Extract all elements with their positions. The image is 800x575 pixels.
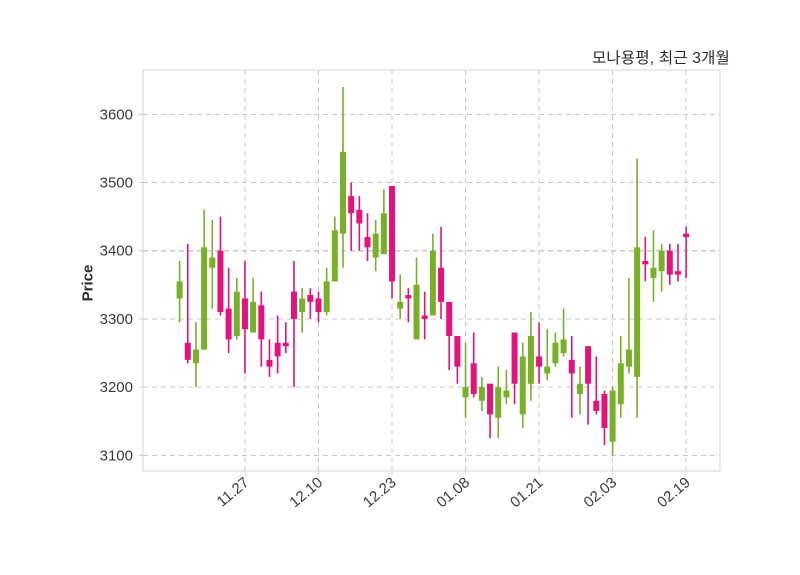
candle-body-up [658,250,665,272]
candle-body-down [307,295,314,302]
y-tick-label: 3600 [100,106,133,123]
y-tick-label: 3500 [100,175,133,192]
candle-body-down [536,356,543,367]
y-tick-label: 3100 [100,447,133,464]
candle-body-up [519,356,526,415]
candle-body-down [454,335,461,367]
candle-body-down [593,400,600,411]
candle-body-down [487,383,494,415]
candle-body-up [323,281,330,313]
candle-body-up [429,250,436,316]
candle-body-up [527,335,534,384]
candle-body-down [225,308,232,340]
x-tick-label: 02.03 [580,474,620,511]
y-tick-label: 3300 [100,311,133,328]
candle-body-up [552,342,559,364]
candle-body-up [609,390,616,442]
x-tick-label: 12.23 [360,474,400,511]
candle-body-up [560,339,567,354]
candle-body-down [364,237,371,248]
candle-body-down [446,301,453,336]
candle-body-up [576,383,583,394]
candle-body-up [176,281,183,299]
x-tick-label: 01.21 [507,474,547,511]
candle-body-down [674,271,681,275]
candle-body-up [413,284,420,340]
candle-body-down [266,359,273,367]
candle-body-down [666,250,673,275]
candle-body-down [568,359,575,374]
candle-body-down [184,342,191,360]
candle-body-down [356,209,363,224]
candle-body-down [258,305,265,340]
x-tick-label: 11.27 [214,474,253,510]
candle-body-down [274,342,281,357]
candle-body-up [462,387,469,398]
candle-body-down [683,233,690,238]
candle-body-up [495,387,502,418]
candle-body-down [315,298,322,313]
candle-body-down [217,250,224,313]
candle-body-up [634,247,641,377]
plot-border [142,69,721,472]
candle-body-up [192,349,199,364]
candle-body-down [601,393,608,429]
x-tick-label: 12.10 [286,474,326,511]
candle-body-up [340,151,346,234]
y-tick-label: 3200 [100,379,133,396]
y-tick-label: 3400 [100,243,133,260]
candle-body-down [290,291,297,319]
candle-body-up [372,233,379,258]
candle-body-up [478,387,485,401]
candle-body-up [544,366,551,374]
candle-body-up [250,301,257,333]
chart-title: 모나용평, 최근 3개월 [591,50,730,67]
candle-body-up [380,213,387,255]
candle-body-up [201,247,208,350]
candle-body-down [405,295,412,299]
candle-body-down [389,185,396,282]
candle-body-up [331,230,338,282]
candle-body-down [348,196,355,214]
candle-body-down [642,260,649,265]
candle-body-down [585,346,592,384]
candle-body-down [511,332,518,384]
candle-body-up [209,257,216,268]
candle-body-up [650,267,657,279]
candle-body-up [617,363,624,405]
candle-body-down [470,363,477,394]
x-tick-label: 02.19 [654,474,694,511]
candle-body-down [421,315,428,319]
candle-body-up [233,291,240,336]
candle-body-up [503,390,510,398]
candle-body-up [625,349,632,367]
candle-body-down [438,267,445,302]
x-tick-label: 01.08 [433,474,473,511]
candle-body-up [299,298,306,313]
candle-body-down [282,342,289,347]
candle-body-up [397,301,404,309]
candle-body-down [241,298,248,330]
